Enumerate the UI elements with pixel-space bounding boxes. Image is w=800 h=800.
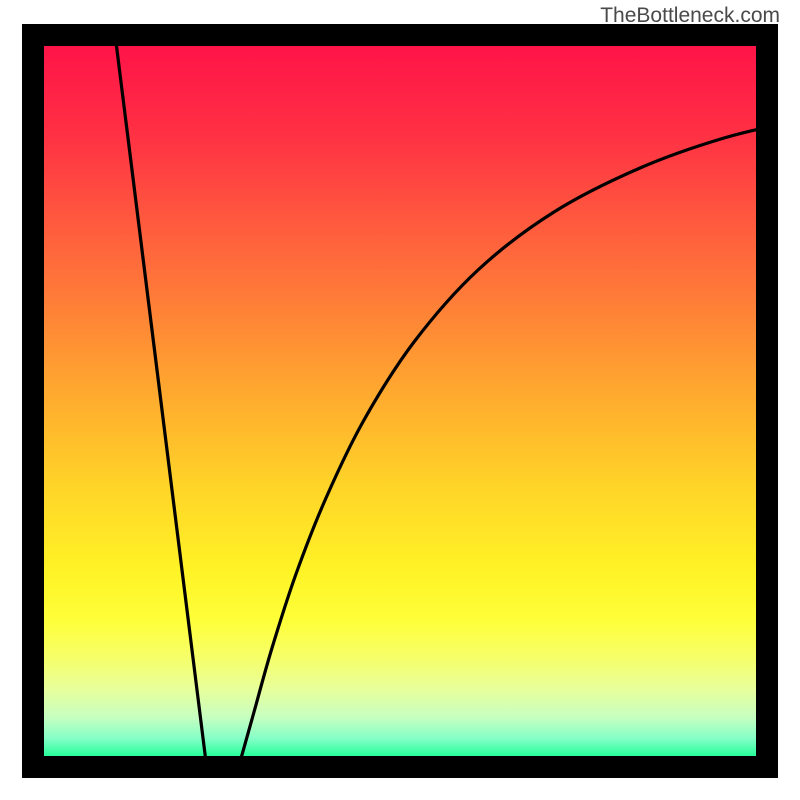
- curve-left-branch: [117, 46, 207, 756]
- plot-area: [22, 24, 778, 778]
- bottleneck-curve-svg: [44, 46, 756, 756]
- attribution-text: TheBottleneck.com: [600, 4, 780, 28]
- curve-right-branch: [240, 120, 756, 756]
- chart-container: TheBottleneck.com: [0, 0, 800, 800]
